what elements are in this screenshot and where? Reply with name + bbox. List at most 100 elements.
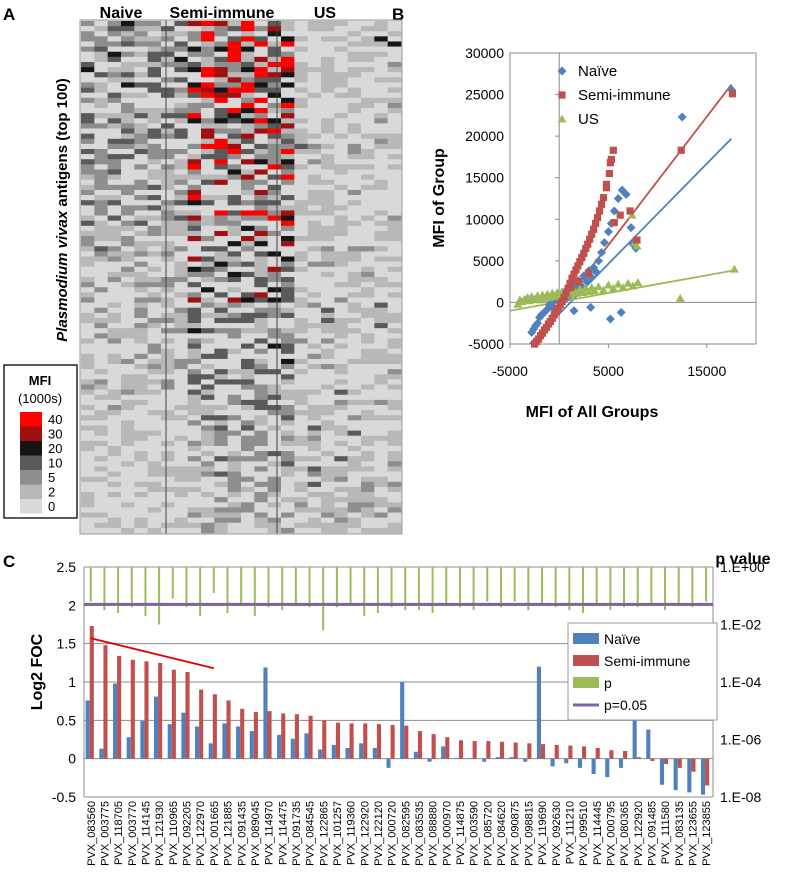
heatmap-cell xyxy=(281,205,295,211)
heatmap-cell xyxy=(294,527,308,534)
heatmap-cell xyxy=(161,389,175,395)
heatmap-cell xyxy=(81,72,95,78)
heatmap-cell xyxy=(214,143,228,150)
heatmap-cell xyxy=(147,338,162,344)
bar-p-value xyxy=(185,567,188,608)
heatmap-cell xyxy=(107,61,122,68)
heatmap-cell xyxy=(241,154,255,160)
heatmap-cell xyxy=(294,256,308,262)
bar-semi-immune xyxy=(322,720,327,759)
bar-naive xyxy=(659,758,665,785)
heatmap-cell xyxy=(187,61,202,68)
heatmap-cell xyxy=(161,405,175,411)
heatmap-cell xyxy=(294,389,308,395)
heatmap-cell xyxy=(81,389,95,395)
heatmap-cell xyxy=(334,266,348,273)
heatmap-cell xyxy=(241,123,255,129)
heatmap-cell xyxy=(374,374,388,380)
heatmap-cell xyxy=(107,497,122,503)
heatmap-cell xyxy=(334,399,348,406)
bar-category-label: PVX_122920 xyxy=(359,801,371,866)
heatmap-cell xyxy=(267,405,282,411)
heatmap-cell xyxy=(321,82,335,88)
heatmap-cell xyxy=(81,220,95,226)
heatmap-cell xyxy=(374,425,388,431)
heatmap-cell xyxy=(321,236,335,242)
heatmap-cell xyxy=(321,210,335,216)
heatmap-cell xyxy=(174,133,188,139)
heatmap-cell xyxy=(254,287,268,293)
heatmap-cell xyxy=(294,292,308,298)
heatmap-cell xyxy=(134,410,148,416)
heatmap-cell xyxy=(347,102,362,109)
heatmap-cell xyxy=(94,164,108,170)
heatmap-cell xyxy=(321,225,335,232)
heatmap-cell xyxy=(147,26,162,32)
bar-p-value xyxy=(171,567,174,599)
heatmap-cell xyxy=(241,277,255,283)
heatmap-cell xyxy=(134,338,148,344)
heatmap-cell xyxy=(187,241,202,247)
heatmap-cell xyxy=(134,241,148,247)
heatmap-cell xyxy=(107,486,122,493)
heatmap-cell xyxy=(321,128,335,134)
heatmap-cell xyxy=(161,282,175,288)
heatmap-cell xyxy=(107,292,122,298)
heatmap-cell xyxy=(321,394,335,401)
heatmap-cell xyxy=(294,492,308,498)
heatmap-cell xyxy=(187,271,202,278)
heatmap-cell xyxy=(174,256,188,262)
heatmap-cell xyxy=(321,456,335,462)
bar-semi-immune xyxy=(554,744,559,759)
heatmap-cell xyxy=(214,189,228,196)
heatmap-cell xyxy=(121,154,135,160)
heatmap-cell xyxy=(161,225,175,232)
heatmap-cell xyxy=(321,159,335,165)
heatmap-cell xyxy=(174,261,188,267)
heatmap-cell xyxy=(361,256,375,262)
heatmap-cell xyxy=(227,476,242,482)
heatmap-cell xyxy=(107,353,122,360)
heatmap-cell xyxy=(227,461,242,467)
scatter-ylabel: MFI of Group xyxy=(431,148,448,248)
heatmap-cell xyxy=(307,456,322,462)
heatmap-cell xyxy=(281,97,295,104)
heatmap-cell xyxy=(254,312,268,319)
heatmap-cell xyxy=(81,215,95,221)
heatmap-cell xyxy=(321,36,335,42)
heatmap-cell xyxy=(321,287,335,293)
heatmap-cell xyxy=(254,364,268,370)
scatter-point xyxy=(560,293,568,302)
heatmap-cell xyxy=(254,410,268,416)
heatmap-cell xyxy=(294,46,308,52)
heatmap-cell xyxy=(347,56,362,63)
heatmap-cell xyxy=(281,251,295,257)
heatmap-cell xyxy=(94,21,108,27)
heatmap-cell xyxy=(294,461,308,467)
heatmap-cell xyxy=(227,415,242,421)
heatmap-cell xyxy=(174,56,188,63)
heatmap-cell xyxy=(254,118,268,124)
heatmap-cell xyxy=(134,61,148,68)
heatmap-cell xyxy=(374,451,388,457)
heatmap-cell xyxy=(347,522,362,529)
heatmap-cell xyxy=(334,471,348,477)
heatmap-cell xyxy=(387,195,402,201)
heatmap-cell xyxy=(147,82,162,88)
heatmap-cell xyxy=(387,154,402,160)
bar-category-label: PVX_083535 xyxy=(414,801,426,866)
heatmap-cell xyxy=(174,430,188,436)
bar-semi-immune xyxy=(445,737,450,759)
heatmap-cell xyxy=(161,179,175,186)
heatmap-cell xyxy=(227,92,242,98)
heatmap-cell xyxy=(267,343,282,349)
heatmap-cell xyxy=(374,333,388,339)
bar-naive xyxy=(277,734,282,759)
heatmap-cell xyxy=(267,251,282,257)
heatmap-cell xyxy=(374,317,388,324)
heatmap-cell xyxy=(281,302,295,308)
heatmap-cell xyxy=(334,102,348,109)
heatmap-cell xyxy=(334,138,348,145)
heatmap-cell xyxy=(321,266,335,273)
heatmap-cell xyxy=(214,307,228,314)
